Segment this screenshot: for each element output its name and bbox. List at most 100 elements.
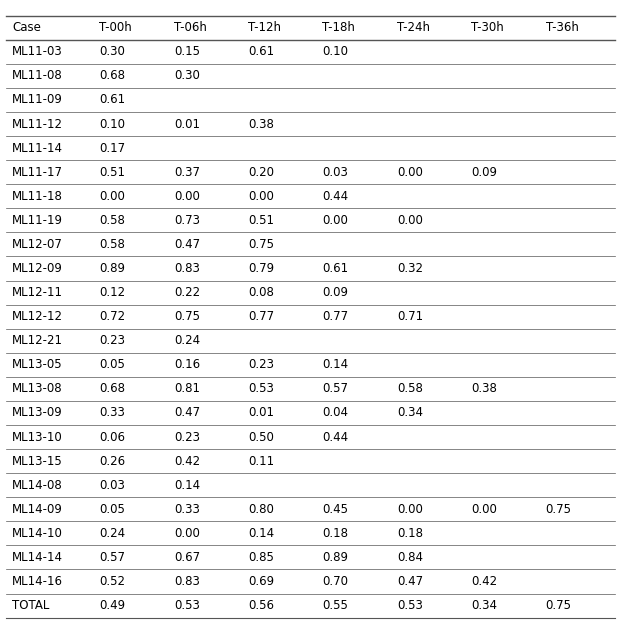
Text: 0.77: 0.77: [323, 310, 349, 323]
Text: TOTAL: TOTAL: [12, 599, 49, 612]
Text: ML11-14: ML11-14: [12, 142, 64, 155]
Text: ML14-08: ML14-08: [12, 478, 63, 492]
Text: 0.00: 0.00: [323, 214, 349, 227]
Text: 0.53: 0.53: [174, 599, 200, 612]
Text: 0.34: 0.34: [397, 406, 423, 419]
Text: ML11-18: ML11-18: [12, 190, 63, 203]
Text: 0.03: 0.03: [323, 166, 349, 179]
Text: T-06h: T-06h: [174, 21, 206, 34]
Text: ML11-12: ML11-12: [12, 117, 64, 130]
Text: ML12-12: ML12-12: [12, 310, 64, 323]
Text: 0.50: 0.50: [248, 431, 274, 443]
Text: 0.42: 0.42: [174, 455, 200, 468]
Text: 0.05: 0.05: [99, 358, 125, 371]
Text: 0.10: 0.10: [99, 117, 125, 130]
Text: 0.51: 0.51: [99, 166, 125, 179]
Text: ML11-09: ML11-09: [12, 93, 63, 107]
Text: 0.75: 0.75: [248, 238, 274, 251]
Text: 0.89: 0.89: [323, 551, 349, 564]
Text: ML12-11: ML12-11: [12, 286, 64, 299]
Text: ML13-05: ML13-05: [12, 358, 63, 371]
Text: 0.23: 0.23: [248, 358, 274, 371]
Text: 0.68: 0.68: [99, 70, 125, 82]
Text: 0.85: 0.85: [248, 551, 274, 564]
Text: 0.81: 0.81: [174, 382, 200, 396]
Text: 0.84: 0.84: [397, 551, 423, 564]
Text: 0.00: 0.00: [174, 527, 200, 540]
Text: 0.15: 0.15: [174, 45, 200, 58]
Text: 0.34: 0.34: [471, 599, 497, 612]
Text: 0.10: 0.10: [323, 45, 349, 58]
Text: ML11-17: ML11-17: [12, 166, 64, 179]
Text: 0.58: 0.58: [99, 238, 125, 251]
Text: 0.80: 0.80: [248, 503, 274, 516]
Text: T-30h: T-30h: [471, 21, 504, 34]
Text: 0.03: 0.03: [99, 478, 125, 492]
Text: 0.11: 0.11: [248, 455, 274, 468]
Text: 0.79: 0.79: [248, 262, 274, 275]
Text: 0.68: 0.68: [99, 382, 125, 396]
Text: T-00h: T-00h: [99, 21, 132, 34]
Text: 0.22: 0.22: [174, 286, 200, 299]
Text: 0.16: 0.16: [174, 358, 200, 371]
Text: 0.61: 0.61: [248, 45, 274, 58]
Text: 0.33: 0.33: [99, 406, 125, 419]
Text: 0.53: 0.53: [248, 382, 274, 396]
Text: 0.89: 0.89: [99, 262, 125, 275]
Text: 0.00: 0.00: [397, 166, 423, 179]
Text: 0.44: 0.44: [323, 431, 349, 443]
Text: 0.23: 0.23: [174, 431, 200, 443]
Text: 0.51: 0.51: [248, 214, 274, 227]
Text: 0.61: 0.61: [323, 262, 349, 275]
Text: 0.00: 0.00: [174, 190, 200, 203]
Text: 0.52: 0.52: [99, 575, 125, 588]
Text: ML14-10: ML14-10: [12, 527, 63, 540]
Text: 0.33: 0.33: [174, 503, 200, 516]
Text: ML11-19: ML11-19: [12, 214, 64, 227]
Text: 0.30: 0.30: [174, 70, 200, 82]
Text: 0.00: 0.00: [397, 214, 423, 227]
Text: 0.09: 0.09: [471, 166, 497, 179]
Text: 0.23: 0.23: [99, 334, 125, 347]
Text: ML13-15: ML13-15: [12, 455, 63, 468]
Text: 0.75: 0.75: [174, 310, 200, 323]
Text: ML13-09: ML13-09: [12, 406, 63, 419]
Text: T-12h: T-12h: [248, 21, 281, 34]
Text: ML14-09: ML14-09: [12, 503, 63, 516]
Text: ML14-16: ML14-16: [12, 575, 64, 588]
Text: 0.47: 0.47: [174, 406, 200, 419]
Text: ML12-09: ML12-09: [12, 262, 63, 275]
Text: ML14-14: ML14-14: [12, 551, 64, 564]
Text: 0.44: 0.44: [323, 190, 349, 203]
Text: 0.09: 0.09: [323, 286, 349, 299]
Text: 0.57: 0.57: [99, 551, 125, 564]
Text: ML13-10: ML13-10: [12, 431, 63, 443]
Text: 0.73: 0.73: [174, 214, 200, 227]
Text: 0.18: 0.18: [323, 527, 349, 540]
Text: 0.05: 0.05: [99, 503, 125, 516]
Text: 0.00: 0.00: [248, 190, 274, 203]
Text: 0.30: 0.30: [99, 45, 125, 58]
Text: 0.55: 0.55: [323, 599, 349, 612]
Text: 0.01: 0.01: [174, 117, 200, 130]
Text: 0.06: 0.06: [99, 431, 125, 443]
Text: 0.18: 0.18: [397, 527, 423, 540]
Text: 0.38: 0.38: [248, 117, 274, 130]
Text: 0.49: 0.49: [99, 599, 125, 612]
Text: 0.26: 0.26: [99, 455, 125, 468]
Text: 0.83: 0.83: [174, 262, 200, 275]
Text: 0.24: 0.24: [174, 334, 200, 347]
Text: 0.83: 0.83: [174, 575, 200, 588]
Text: Case: Case: [12, 21, 41, 34]
Text: 0.14: 0.14: [174, 478, 200, 492]
Text: 0.14: 0.14: [248, 527, 274, 540]
Text: 0.32: 0.32: [397, 262, 423, 275]
Text: 0.00: 0.00: [471, 503, 497, 516]
Text: 0.69: 0.69: [248, 575, 274, 588]
Text: T-24h: T-24h: [397, 21, 430, 34]
Text: T-18h: T-18h: [323, 21, 355, 34]
Text: 0.37: 0.37: [174, 166, 200, 179]
Text: 0.58: 0.58: [99, 214, 125, 227]
Text: 0.72: 0.72: [99, 310, 125, 323]
Text: 0.47: 0.47: [397, 575, 423, 588]
